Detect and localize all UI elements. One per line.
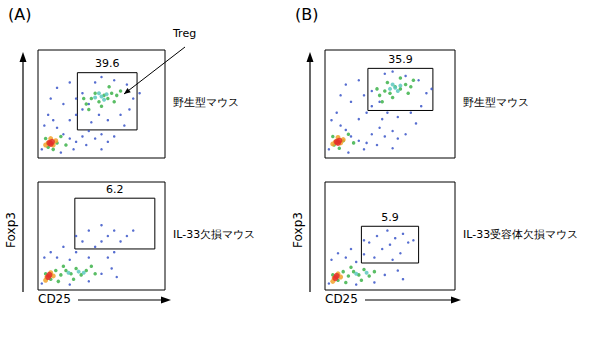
svg-text:IL-33受容体欠損マウス: IL-33受容体欠損マウス bbox=[463, 228, 578, 241]
svg-text:35.9: 35.9 bbox=[388, 53, 413, 66]
svg-text:IL-33欠損マウス: IL-33欠損マウス bbox=[173, 228, 255, 241]
svg-text:Treg: Treg bbox=[172, 27, 196, 40]
svg-text:39.6: 39.6 bbox=[95, 57, 120, 70]
svg-text:Foxp3: Foxp3 bbox=[4, 212, 18, 248]
svg-text:Foxp3: Foxp3 bbox=[291, 212, 305, 248]
svg-text:(B): (B) bbox=[295, 5, 318, 24]
svg-text:CD25: CD25 bbox=[38, 292, 71, 306]
svg-text:野生型マウス: 野生型マウス bbox=[463, 96, 529, 109]
svg-text:CD25: CD25 bbox=[325, 292, 358, 306]
svg-text:(A): (A) bbox=[8, 5, 31, 24]
svg-text:野生型マウス: 野生型マウス bbox=[173, 96, 239, 109]
svg-text:5.9: 5.9 bbox=[381, 211, 399, 224]
svg-text:6.2: 6.2 bbox=[106, 183, 124, 196]
